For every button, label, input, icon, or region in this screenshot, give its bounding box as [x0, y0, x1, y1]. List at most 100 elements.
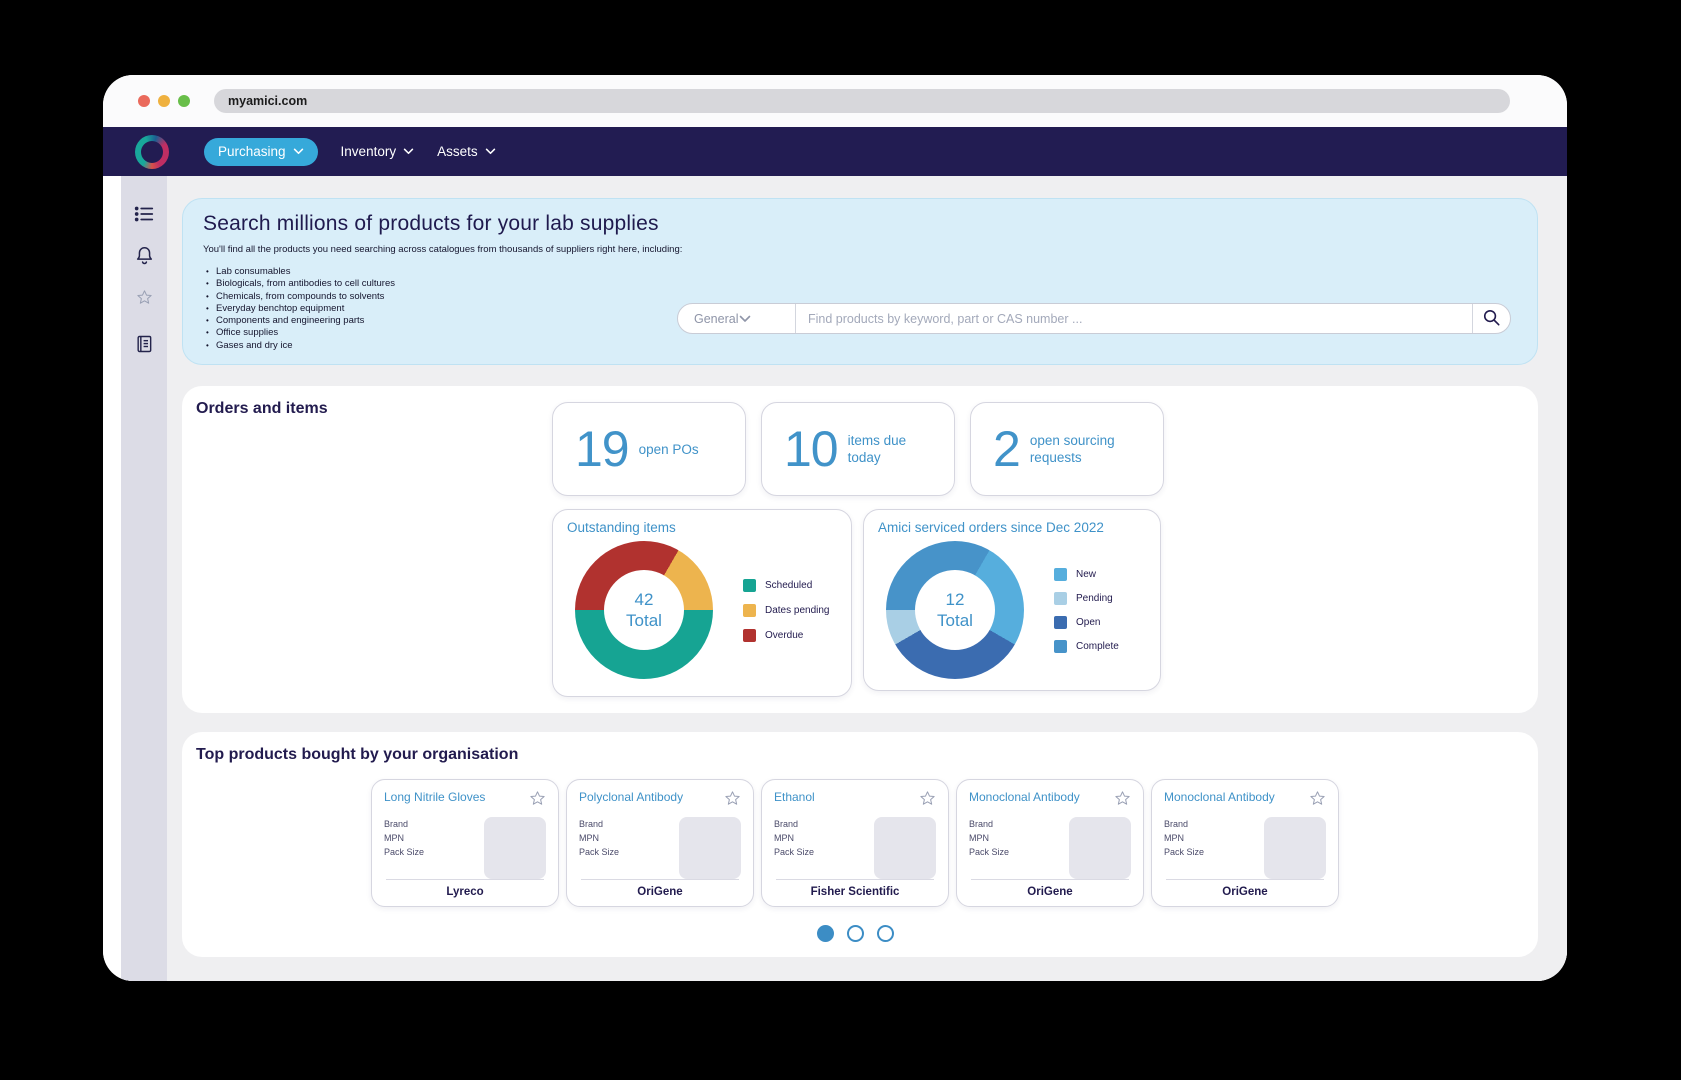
donut-center-value: 42	[634, 590, 654, 609]
legend-item-dates-pending: Dates pending	[743, 603, 830, 617]
category-select-value: General	[694, 311, 739, 326]
hero-search-panel: Search millions of products for your lab…	[182, 198, 1538, 365]
sidebar-bell-icon[interactable]	[132, 245, 156, 269]
star-icon	[724, 791, 741, 810]
carousel-dot-3[interactable]	[876, 925, 894, 942]
stat-card-items-due-today[interactable]: 10 items due today	[761, 402, 955, 496]
product-image-placeholder	[1264, 817, 1326, 879]
hero-bullet: Office supplies	[203, 327, 1517, 340]
product-card-body: Brand MPN Pack Size	[579, 817, 741, 879]
product-card-long-nitrile-gloves[interactable]: Long Nitrile Gloves Brand MPN Pack Size Lyre…	[371, 779, 559, 907]
carousel-pagination	[371, 925, 1339, 942]
amici-logo-icon[interactable]	[135, 134, 169, 169]
maximize-window-button[interactable]	[178, 95, 190, 107]
favourite-button[interactable]	[919, 790, 936, 807]
donut-center-label: Total	[937, 611, 973, 630]
product-field-pack-size: Pack Size	[579, 847, 620, 857]
legend-swatch	[1054, 639, 1067, 653]
hero-bullet: Everyday benchtop equipment	[203, 303, 1517, 316]
search-input[interactable]	[796, 304, 1472, 333]
product-search-bar: General	[677, 303, 1511, 334]
url-bar[interactable]: myamici.com	[214, 89, 1510, 113]
top-products-title: Top products bought by your organisation	[196, 746, 519, 763]
chart-legend: Scheduled Dates pending Overdue	[743, 578, 830, 642]
category-select[interactable]: General	[678, 304, 796, 333]
product-image-placeholder	[484, 817, 546, 879]
product-fields: Brand MPN Pack Size	[969, 817, 1009, 879]
chart-body: 42 Total Scheduled Dates pending Overdue	[567, 541, 837, 679]
product-field-brand: Brand	[579, 819, 604, 829]
sidebar-journal-icon[interactable]	[132, 333, 156, 357]
favourite-button[interactable]	[529, 790, 546, 807]
legend-swatch	[743, 578, 756, 592]
chevron-down-icon	[403, 148, 414, 155]
product-card-polyclonal-antibody[interactable]: Polyclonal Antibody Brand MPN Pack Size OriG…	[566, 779, 754, 907]
product-field-brand: Brand	[384, 819, 409, 829]
stat-card-open-sourcing-requests[interactable]: 2 open sourcing requests	[970, 402, 1164, 496]
stat-value: 19	[575, 421, 630, 477]
product-card-body: Brand MPN Pack Size	[969, 817, 1131, 879]
product-name: Monoclonal Antibody	[969, 790, 1080, 804]
main-nav: Purchasing Inventory Assets	[204, 137, 496, 166]
nav-item-inventory[interactable]: Inventory	[341, 144, 415, 159]
minimize-window-button[interactable]	[158, 95, 170, 107]
legend-swatch	[743, 603, 756, 617]
stat-label: items due today	[847, 433, 907, 465]
product-card-header: Monoclonal Antibody	[969, 790, 1131, 807]
favourite-button[interactable]	[1114, 790, 1131, 807]
star-icon	[136, 289, 153, 309]
carousel-dot-1[interactable]	[816, 925, 834, 942]
product-fields: Brand MPN Pack Size	[384, 817, 424, 879]
stat-label: open sourcing requests	[1029, 433, 1115, 465]
chart-title: Amici serviced orders since Dec 2022	[878, 520, 1104, 535]
favourite-button[interactable]	[1309, 790, 1326, 807]
product-card-header: Long Nitrile Gloves	[384, 790, 546, 807]
product-card-body: Brand MPN Pack Size	[1164, 817, 1326, 879]
search-button[interactable]	[1472, 304, 1510, 333]
legend-item-overdue: Overdue	[743, 628, 830, 642]
legend-label: New	[1076, 568, 1097, 580]
product-card-monoclonal-antibody[interactable]: Monoclonal Antibody Brand MPN Pack Size OriG…	[1151, 779, 1339, 907]
sidebar-list-icon[interactable]	[132, 203, 156, 227]
nav-item-label: Purchasing	[218, 144, 286, 159]
nav-item-assets[interactable]: Assets	[437, 144, 496, 159]
chart-card-amici-serviced-orders-since-dec-2022: Amici serviced orders since Dec 2022 12 To…	[863, 509, 1161, 691]
hero-title: Search millions of products for your lab…	[203, 212, 659, 235]
chart-card-outstanding-items: Outstanding items 42 Total Scheduled Dates p…	[552, 509, 852, 697]
product-field-brand: Brand	[1164, 819, 1189, 829]
legend-item-scheduled: Scheduled	[743, 578, 830, 592]
nav-item-purchasing[interactable]: Purchasing	[204, 137, 318, 166]
list-icon	[133, 203, 155, 228]
stat-value: 2	[993, 421, 1021, 477]
close-window-button[interactable]	[138, 95, 150, 107]
hero-bullet: Lab consumables	[203, 266, 1517, 279]
nav-item-label: Inventory	[340, 144, 397, 159]
product-field-mpn: MPN	[384, 833, 404, 843]
product-card-monoclonal-antibody[interactable]: Monoclonal Antibody Brand MPN Pack Size OriG…	[956, 779, 1144, 907]
stat-card-open-pos[interactable]: 19 open POs	[552, 402, 746, 496]
carousel-dot-2[interactable]	[846, 925, 864, 942]
chevron-down-icon	[739, 315, 784, 323]
favourite-button[interactable]	[724, 790, 741, 807]
main-content: Search millions of products for your lab…	[167, 176, 1567, 981]
donut-center-value: 12	[945, 590, 965, 609]
donut-chart: 42 Total	[575, 541, 713, 679]
product-name: Polyclonal Antibody	[579, 790, 684, 804]
chevron-down-icon	[485, 148, 496, 155]
product-card-header: Ethanol	[774, 790, 936, 807]
product-fields: Brand MPN Pack Size	[774, 817, 814, 879]
product-field-mpn: MPN	[969, 833, 989, 843]
chart-body: 12 Total New Pending Open Complete	[878, 541, 1146, 679]
donut-center: 42 Total	[604, 570, 684, 650]
top-navbar: Purchasing Inventory Assets	[103, 127, 1567, 176]
donut-chart: 12 Total	[886, 541, 1024, 679]
search-icon	[1482, 308, 1501, 330]
legend-swatch	[1054, 591, 1067, 605]
hero-intro: You'll find all the products you need se…	[203, 244, 683, 255]
hero-bullet: Components and engineering parts	[203, 315, 1517, 328]
left-sidebar	[121, 176, 167, 981]
stat-cards-row: 19 open POs 10 items due today 2 open sourcin…	[552, 402, 1164, 496]
product-field-pack-size: Pack Size	[969, 847, 1010, 857]
sidebar-star-icon[interactable]	[132, 287, 156, 311]
product-card-ethanol[interactable]: Ethanol Brand MPN Pack Size Fisher Scientifi…	[761, 779, 949, 907]
